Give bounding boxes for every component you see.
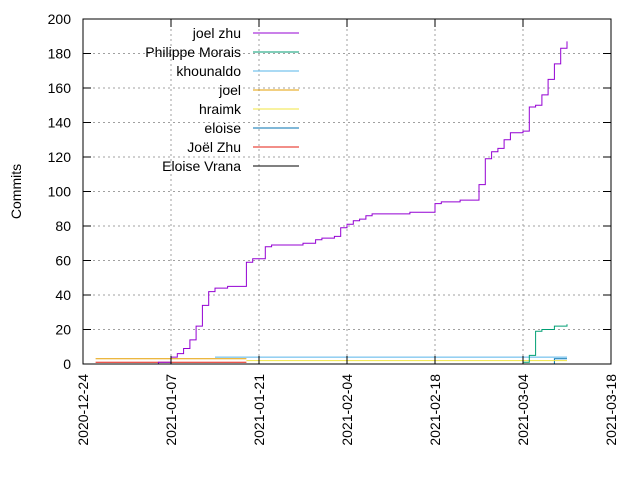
axis-ticks (82, 18, 612, 365)
legend-label: joel (218, 82, 241, 98)
legend: joel zhu Philippe Morais khounaldo joel hrai… (145, 25, 299, 174)
y-tick-label: 20 (55, 322, 71, 338)
series-line (114, 41, 568, 365)
x-tick-label: 2021-01-07 (163, 374, 179, 446)
legend-label: Joël Zhu (187, 139, 241, 155)
x-tick-labels: 2020-12-24 2021-01-07 2021-01-21 2021-02-04… (75, 374, 619, 446)
y-axis-label: Commits (8, 164, 24, 219)
y-tick-label: 80 (55, 218, 71, 234)
legend-label: Philippe Morais (145, 44, 241, 60)
x-tick-label: 2021-02-18 (427, 374, 443, 446)
series-line (548, 358, 567, 365)
y-tick-label: 100 (48, 184, 72, 200)
y-tick-label: 200 (48, 11, 72, 27)
y-tick-labels: 0 20 40 60 80 100 120 140 160 180 200 (48, 11, 72, 372)
legend-label: eloise (204, 120, 241, 136)
y-tick-label: 40 (55, 287, 71, 303)
legend-label: khounaldo (176, 63, 241, 79)
grid-lines (83, 19, 611, 364)
x-tick-label: 2020-12-24 (75, 374, 91, 446)
x-tick-label: 2021-01-21 (251, 374, 267, 446)
y-tick-label: 0 (63, 356, 71, 372)
x-tick-label: 2021-03-18 (603, 374, 619, 446)
y-tick-label: 160 (48, 80, 72, 96)
x-tick-label: 2021-03-04 (515, 374, 531, 446)
legend-label: joel zhu (192, 25, 241, 41)
y-tick-label: 180 (48, 46, 72, 62)
y-tick-label: 60 (55, 253, 71, 269)
legend-label: Eloise Vrana (162, 158, 241, 174)
y-tick-label: 140 (48, 115, 72, 131)
series-lines (95, 41, 568, 365)
x-tick-label: 2021-02-04 (339, 374, 355, 446)
legend-label: hraimk (199, 101, 242, 117)
series-line (114, 324, 568, 365)
y-tick-label: 120 (48, 149, 72, 165)
